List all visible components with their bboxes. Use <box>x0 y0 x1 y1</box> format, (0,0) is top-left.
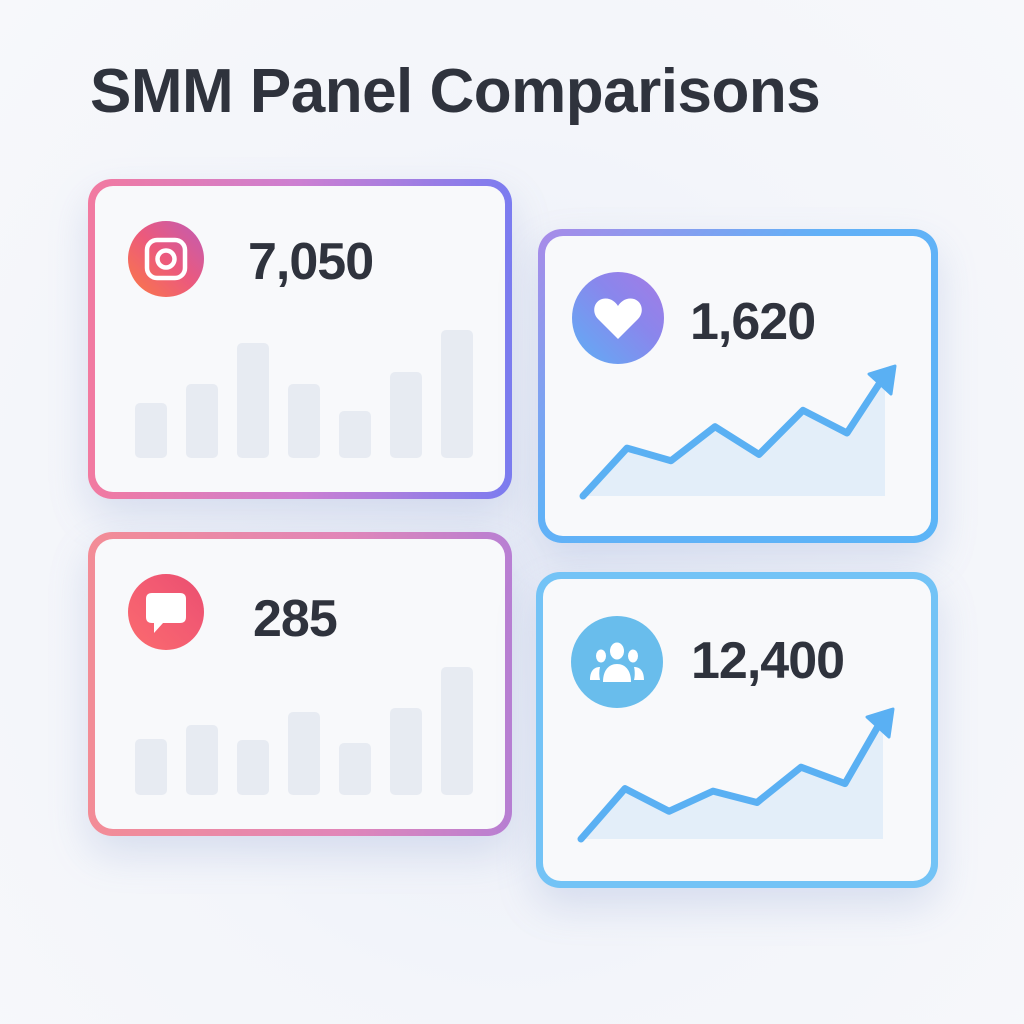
heart-icon <box>572 272 664 364</box>
chart-bar <box>339 742 371 795</box>
stat-card-likes[interactable]: 1,620 <box>538 229 938 543</box>
chart-bar <box>339 410 371 458</box>
chart-bar <box>237 342 269 458</box>
chart-bar <box>288 711 320 795</box>
area-fill <box>583 370 891 496</box>
stat-value: 1,620 <box>690 293 816 351</box>
chart-bar <box>390 372 422 458</box>
chart-bar <box>441 330 473 458</box>
stat-value: 7,050 <box>248 233 374 291</box>
chart-bar <box>237 739 269 795</box>
stat-value: 285 <box>253 590 338 648</box>
page-title: SMM Panel Comparisons <box>90 57 821 126</box>
stat-card-comments[interactable]: 285 <box>88 532 512 836</box>
area-fill <box>581 713 889 839</box>
chart-bar <box>390 707 422 795</box>
trend-line <box>577 717 885 843</box>
users-group-icon <box>571 616 663 708</box>
instagram-icon <box>128 221 204 297</box>
speech-bubble-icon <box>128 574 204 650</box>
stat-card-instagram[interactable]: 7,050 <box>88 179 512 499</box>
bar-chart <box>135 665 473 795</box>
stat-value: 12,400 <box>691 632 845 690</box>
chart-bar <box>186 724 218 795</box>
chart-bar <box>441 667 473 795</box>
trend-line <box>579 374 887 500</box>
trend-line-chart <box>579 364 897 500</box>
arrow-up-icon <box>867 364 897 396</box>
stat-card-followers[interactable]: 12,400 <box>536 572 938 888</box>
chart-bar <box>186 383 218 458</box>
trend-line-chart <box>577 707 895 843</box>
arrow-up-icon <box>865 707 895 739</box>
chart-bar <box>288 383 320 458</box>
chart-bar <box>135 402 167 458</box>
chart-bar <box>135 738 167 795</box>
bar-chart <box>135 328 473 458</box>
